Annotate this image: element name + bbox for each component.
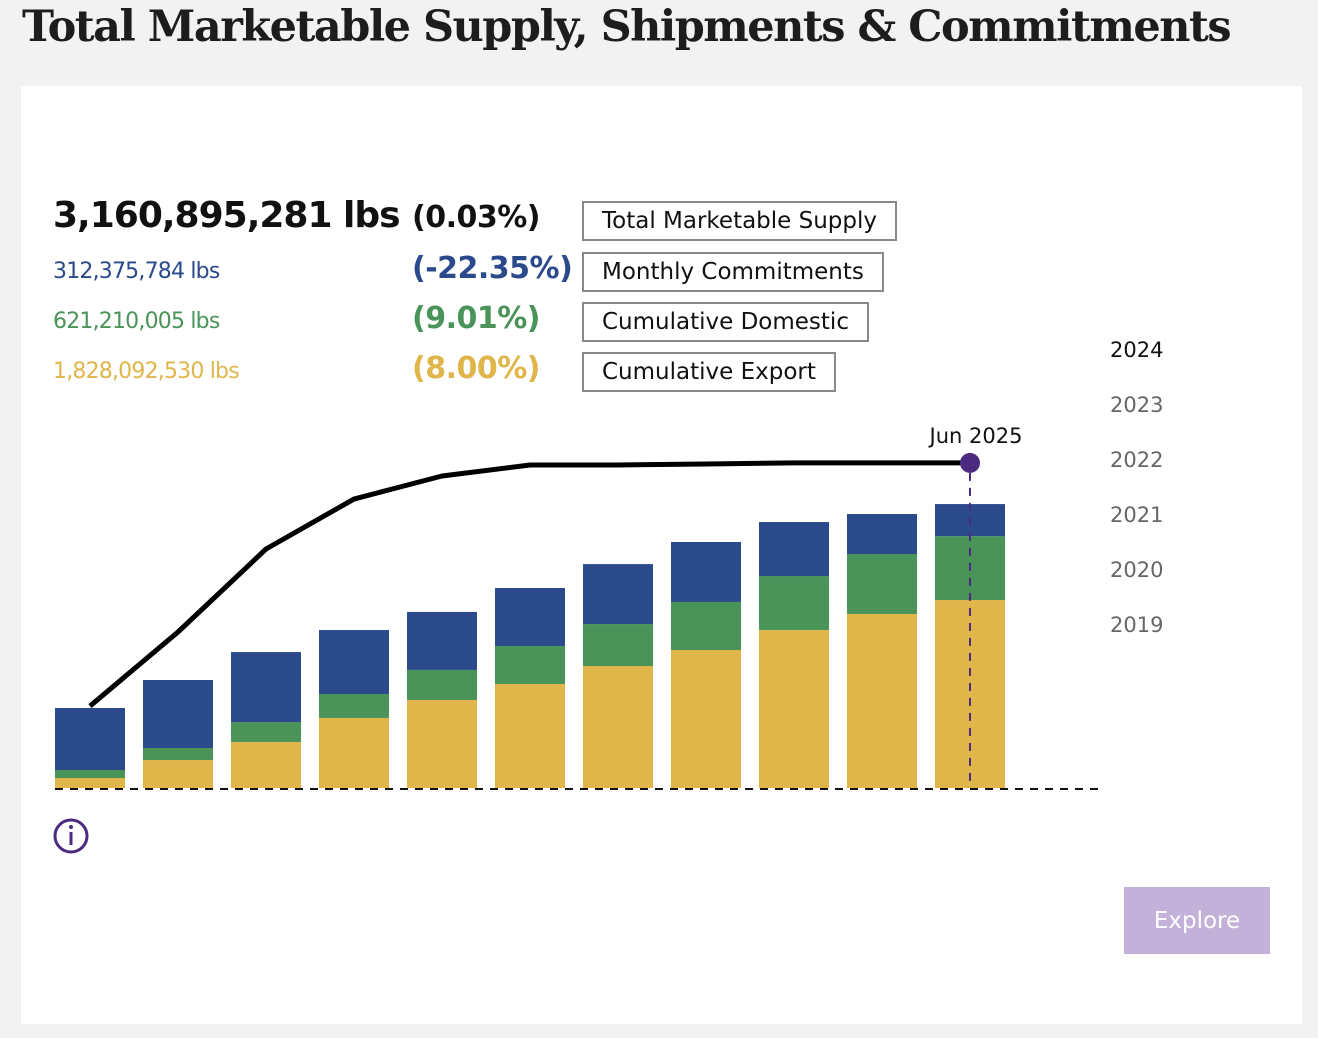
bar-cumulative-export[interactable]: [759, 630, 829, 788]
bar-cumulative-domestic[interactable]: [319, 694, 389, 718]
year-2024[interactable]: 2024: [1110, 338, 1164, 362]
year-2023[interactable]: 2023: [1110, 393, 1164, 417]
bar-cumulative-domestic[interactable]: [407, 669, 477, 700]
bar-cumulative-export[interactable]: [495, 684, 565, 788]
bar-cumulative-domestic[interactable]: [759, 576, 829, 631]
bar-monthly-commitments[interactable]: [55, 707, 125, 771]
bar-cumulative-export[interactable]: [583, 666, 653, 788]
bar-monthly-commitments[interactable]: [231, 652, 301, 723]
marker-label: Jun 2025: [928, 424, 1023, 448]
info-circle-icon[interactable]: [53, 818, 89, 854]
bar-monthly-commitments[interactable]: [759, 522, 829, 577]
total-supply-value: 3,160,895,281 lbs: [53, 195, 401, 236]
bar-cumulative-domestic[interactable]: [55, 770, 125, 779]
explore-button[interactable]: Explore: [1124, 887, 1270, 954]
monthly-commitments-change: (-22.35%): [412, 251, 573, 286]
monthly-commitments-value: 312,375,784 lbs: [53, 259, 220, 284]
legend-total-marketable-supply[interactable]: Total Marketable Supply: [582, 201, 898, 241]
marker-dot[interactable]: [960, 452, 980, 473]
year-2022[interactable]: 2022: [1110, 448, 1164, 472]
bar-cumulative-domestic[interactable]: [231, 722, 301, 743]
bar-monthly-commitments[interactable]: [407, 611, 477, 670]
legend-cumulative-domestic[interactable]: Cumulative Domestic: [582, 302, 869, 342]
bar-cumulative-export[interactable]: [143, 760, 213, 788]
cumulative-export-value: 1,828,092,530 lbs: [53, 359, 240, 384]
bar-cumulative-export[interactable]: [231, 742, 301, 788]
bar-monthly-commitments[interactable]: [319, 630, 389, 695]
bar-monthly-commitments[interactable]: [143, 680, 213, 748]
bar-monthly-commitments[interactable]: [495, 587, 565, 646]
bar-cumulative-domestic[interactable]: [847, 554, 917, 614]
bar-cumulative-domestic[interactable]: [143, 747, 213, 761]
bar-monthly-commitments[interactable]: [583, 564, 653, 625]
total-supply-line: [88, 460, 970, 708]
legend-monthly-commitments[interactable]: Monthly Commitments: [582, 252, 884, 292]
cumulative-domestic-change: (9.01%): [412, 301, 541, 336]
bar-cumulative-export[interactable]: [847, 613, 917, 788]
total-supply-change: (0.03%): [412, 200, 541, 235]
year-2021[interactable]: 2021: [1110, 503, 1164, 527]
bar-cumulative-export[interactable]: [407, 699, 477, 788]
bar-monthly-commitments[interactable]: [671, 542, 741, 602]
bar-cumulative-export[interactable]: [55, 778, 125, 788]
chart-card: [21, 86, 1302, 1024]
bar-cumulative-domestic[interactable]: [671, 601, 741, 650]
year-2020[interactable]: 2020: [1110, 558, 1164, 582]
bar-cumulative-domestic[interactable]: [583, 624, 653, 667]
bar-cumulative-domestic[interactable]: [495, 645, 565, 685]
bar-cumulative-export[interactable]: [935, 600, 1005, 788]
page-title: Total Marketable Supply, Shipments & Com…: [22, 2, 1232, 52]
bar-cumulative-export[interactable]: [671, 649, 741, 788]
cumulative-domestic-value: 621,210,005 lbs: [53, 309, 220, 334]
year-2019[interactable]: 2019: [1110, 613, 1164, 637]
bar-cumulative-export[interactable]: [319, 717, 389, 788]
cumulative-export-change: (8.00%): [412, 351, 541, 386]
bar-monthly-commitments[interactable]: [847, 514, 917, 555]
legend-cumulative-export[interactable]: Cumulative Export: [582, 352, 836, 392]
